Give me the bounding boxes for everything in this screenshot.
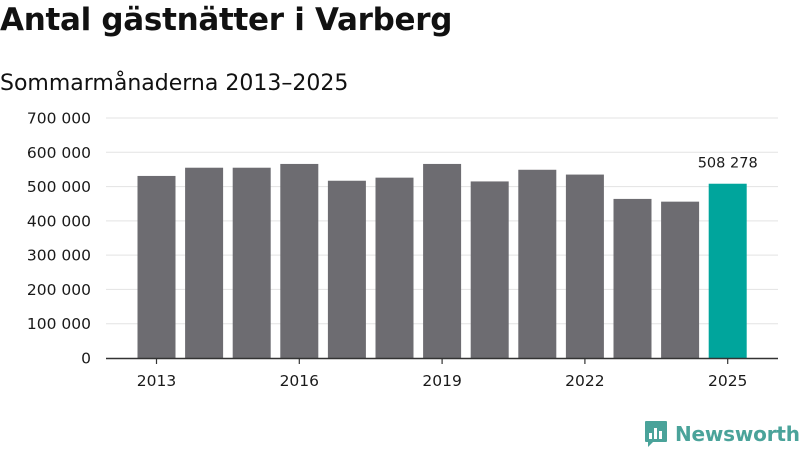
y-axis-ticks: 0 100 000 200 000 300 000 400 000 500 000 600 … (27, 110, 91, 368)
x-tick-label: 2022 (565, 372, 604, 390)
newsworthy-logo: Newsworthy (644, 419, 800, 449)
bar-chart-bubble-icon (645, 421, 667, 447)
bar-2014 (185, 167, 224, 358)
bar-2020 (470, 181, 509, 358)
bars (137, 163, 747, 358)
bar-2024 (661, 201, 700, 358)
y-tick-label: 100 000 (27, 315, 91, 333)
y-tick-label: 500 000 (27, 178, 91, 196)
y-tick-label: 300 000 (27, 247, 91, 265)
y-tick-label: 0 (81, 350, 91, 368)
bar-2016 (280, 163, 319, 358)
bar-2017 (327, 180, 366, 358)
bar-2025 (708, 183, 747, 358)
bar-2013 (137, 175, 176, 358)
x-tick-label: 2016 (280, 372, 319, 390)
bar-2015 (232, 167, 271, 358)
bar-2021 (518, 169, 557, 358)
bar-2023 (613, 198, 652, 358)
bar-2022 (565, 174, 604, 358)
bar-2019 (423, 163, 462, 358)
chart-title: Antal gästnätter i Varberg (0, 2, 453, 38)
y-tick-label: 600 000 (27, 144, 91, 162)
brand-name: Newsworthy (675, 422, 800, 446)
bar-2018 (375, 177, 414, 358)
y-tick-label: 200 000 (27, 281, 91, 299)
x-tick-label: 2025 (708, 372, 747, 390)
y-tick-label: 700 000 (27, 110, 91, 128)
data-label: 508 278 (698, 156, 758, 172)
y-tick-label: 400 000 (27, 212, 91, 230)
chart-subtitle: Sommarmånaderna 2013–2025 (0, 71, 349, 96)
x-tick-label: 2013 (137, 372, 176, 390)
x-axis: 2013 2016 2019 2022 2025 (106, 357, 778, 390)
x-tick-label: 2019 (422, 372, 461, 390)
data-labels: 508 278 (698, 156, 758, 172)
